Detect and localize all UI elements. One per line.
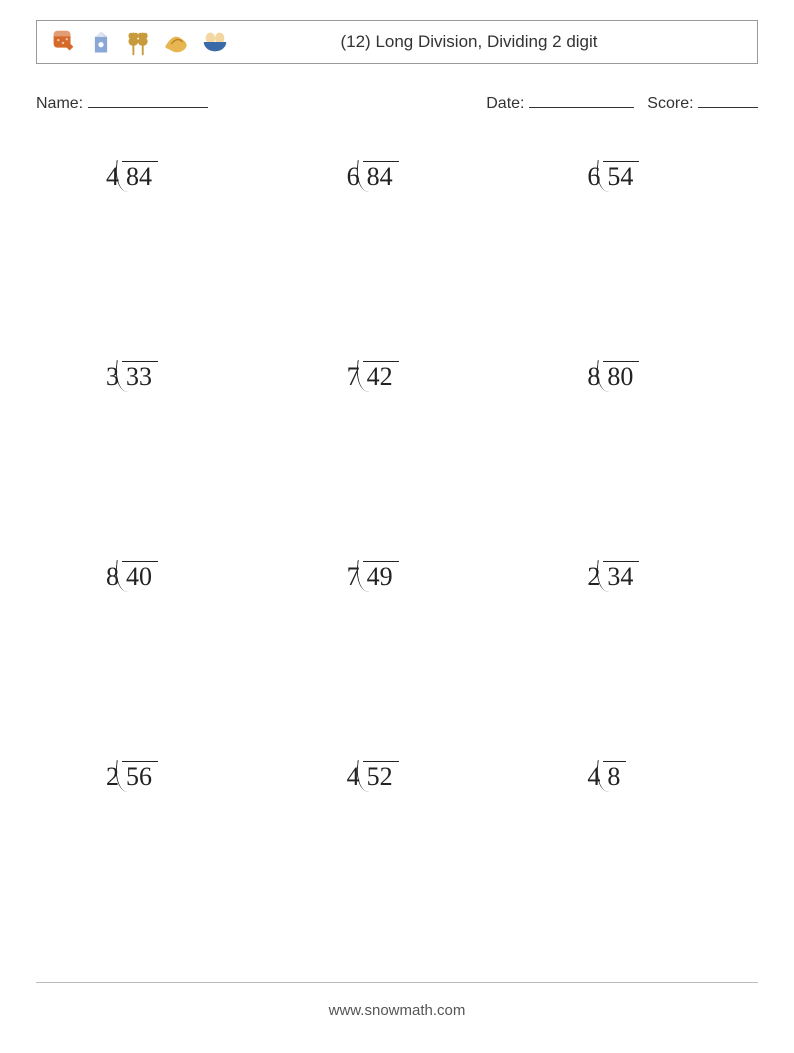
problem-cell: 48 — [517, 743, 758, 943]
dividend: 80 — [603, 361, 639, 392]
problem-cell: 484 — [36, 143, 277, 343]
problem-cell: 749 — [277, 543, 518, 743]
long-division: 452 — [347, 761, 399, 792]
dividend: 33 — [122, 361, 158, 392]
eggs-bowl-icon — [199, 26, 231, 58]
problem-cell: 684 — [277, 143, 518, 343]
name-label: Name: — [36, 95, 83, 113]
problem-cell: 742 — [277, 343, 518, 543]
date-label: Date: — [486, 95, 524, 113]
problem-cell: 840 — [36, 543, 277, 743]
long-division: 234 — [587, 561, 639, 592]
dividend: 8 — [603, 761, 626, 792]
problem-cell: 880 — [517, 343, 758, 543]
date-field: Date: — [486, 90, 634, 113]
name-field: Name: — [36, 90, 208, 113]
header-icons — [47, 26, 231, 58]
score-label: Score: — [647, 95, 693, 113]
long-division: 484 — [106, 161, 158, 192]
worksheet-page: (12) Long Division, Dividing 2 digit Nam… — [0, 0, 794, 1053]
score-field: Score: — [647, 90, 758, 113]
long-division: 840 — [106, 561, 158, 592]
long-division: 880 — [587, 361, 639, 392]
problem-cell: 256 — [36, 743, 277, 943]
long-division: 256 — [106, 761, 158, 792]
date-blank[interactable] — [529, 90, 634, 108]
dividend: 52 — [363, 761, 399, 792]
dividend: 40 — [122, 561, 158, 592]
long-division: 333 — [106, 361, 158, 392]
long-division: 48 — [587, 761, 626, 792]
wheat-icon — [123, 26, 155, 58]
dividend: 49 — [363, 561, 399, 592]
footer-rule — [36, 982, 758, 983]
fortune-cookie-icon — [161, 26, 193, 58]
meta-row: Name: Date: Score: — [36, 90, 758, 113]
dividend: 42 — [363, 361, 399, 392]
header-box: (12) Long Division, Dividing 2 digit — [36, 20, 758, 64]
oven-mitt-icon — [47, 26, 79, 58]
worksheet-title: (12) Long Division, Dividing 2 digit — [231, 32, 747, 52]
problems-grid: 484 684 654 333 742 880 840 749 234 256 … — [36, 143, 758, 943]
long-division: 654 — [587, 161, 639, 192]
dividend: 34 — [603, 561, 639, 592]
dividend: 54 — [603, 161, 639, 192]
footer-url: www.snowmath.com — [0, 1002, 794, 1019]
long-division: 749 — [347, 561, 399, 592]
name-blank[interactable] — [88, 90, 208, 108]
problem-cell: 654 — [517, 143, 758, 343]
problem-cell: 452 — [277, 743, 518, 943]
problem-cell: 234 — [517, 543, 758, 743]
dividend: 56 — [122, 761, 158, 792]
long-division: 742 — [347, 361, 399, 392]
dividend: 84 — [363, 161, 399, 192]
problem-cell: 333 — [36, 343, 277, 543]
score-blank[interactable] — [698, 90, 758, 108]
long-division: 684 — [347, 161, 399, 192]
milk-carton-icon — [85, 26, 117, 58]
dividend: 84 — [122, 161, 158, 192]
